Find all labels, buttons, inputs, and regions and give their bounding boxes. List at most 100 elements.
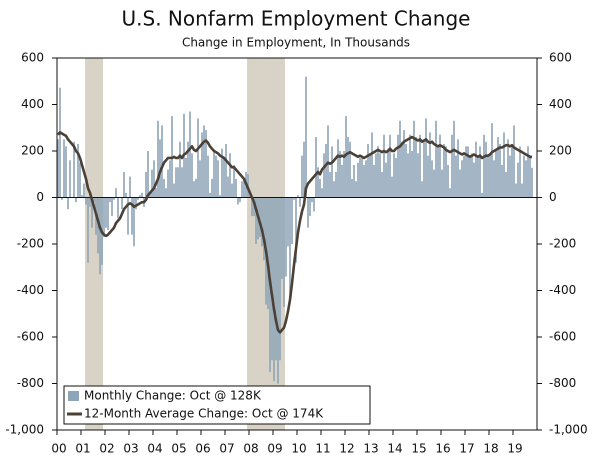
bar bbox=[65, 146, 67, 198]
bar bbox=[145, 171, 147, 198]
bar bbox=[111, 197, 113, 217]
bar bbox=[261, 197, 263, 247]
bar bbox=[277, 197, 279, 384]
bar bbox=[85, 197, 87, 205]
bar bbox=[405, 144, 407, 198]
bar bbox=[357, 162, 359, 198]
y2-tick-label: 200 bbox=[549, 144, 572, 158]
bar bbox=[433, 169, 435, 198]
bar bbox=[227, 176, 229, 198]
bar bbox=[383, 134, 385, 198]
bar bbox=[309, 197, 311, 217]
bar bbox=[77, 144, 79, 198]
bar bbox=[339, 151, 341, 198]
bar bbox=[297, 195, 299, 198]
bar bbox=[57, 139, 59, 198]
bar bbox=[91, 197, 93, 228]
bar bbox=[515, 183, 517, 198]
y-tick-label: -800 bbox=[17, 376, 44, 390]
bar bbox=[363, 164, 365, 198]
bar bbox=[187, 141, 189, 198]
bar bbox=[359, 157, 361, 198]
bar bbox=[453, 120, 455, 198]
bar bbox=[129, 176, 131, 198]
bar bbox=[207, 155, 209, 198]
bar bbox=[81, 195, 83, 198]
bar bbox=[167, 169, 169, 198]
y2-tick-label: -400 bbox=[549, 283, 576, 297]
bar bbox=[115, 188, 117, 198]
bar bbox=[59, 87, 61, 198]
bar bbox=[419, 134, 421, 198]
bar bbox=[491, 123, 493, 198]
bar bbox=[493, 160, 495, 198]
bar bbox=[75, 197, 77, 203]
bar bbox=[175, 167, 177, 198]
bar bbox=[457, 139, 459, 198]
bar bbox=[181, 167, 183, 198]
bar bbox=[259, 197, 261, 238]
bar bbox=[459, 169, 461, 198]
bar bbox=[313, 197, 315, 212]
x-tick-label: 08 bbox=[243, 442, 258, 456]
bar bbox=[421, 181, 423, 198]
bar bbox=[345, 116, 347, 198]
bar bbox=[201, 132, 203, 198]
bar bbox=[147, 151, 149, 198]
bar bbox=[125, 192, 127, 198]
bar bbox=[151, 169, 153, 198]
bar bbox=[519, 146, 521, 198]
bar bbox=[347, 137, 349, 198]
bar bbox=[443, 144, 445, 198]
bar bbox=[401, 141, 403, 198]
y-tick-label: -600 bbox=[17, 330, 44, 344]
bar bbox=[361, 157, 363, 198]
bar bbox=[73, 141, 75, 198]
chart-subtitle: Change in Employment, In Thousands bbox=[182, 36, 410, 50]
bar bbox=[439, 134, 441, 198]
bar bbox=[133, 197, 135, 247]
bar bbox=[273, 197, 275, 382]
bar bbox=[149, 192, 151, 198]
bar bbox=[341, 164, 343, 198]
legend-label: Monthly Change: Oct @ 128K bbox=[84, 389, 262, 403]
bar bbox=[137, 197, 139, 200]
bar bbox=[307, 197, 309, 228]
bar bbox=[301, 155, 303, 198]
bar bbox=[391, 176, 393, 198]
bar bbox=[191, 153, 193, 198]
bar bbox=[235, 178, 237, 198]
y-tick-label: -400 bbox=[17, 283, 44, 297]
bar bbox=[233, 164, 235, 198]
bar bbox=[395, 157, 397, 198]
x-tick-label: 14 bbox=[387, 442, 402, 456]
x-tick-label: 18 bbox=[483, 442, 498, 456]
bar bbox=[237, 197, 239, 205]
y2-tick-label: -800 bbox=[549, 376, 576, 390]
bar bbox=[281, 197, 283, 279]
bar bbox=[271, 197, 273, 361]
bar bbox=[473, 162, 475, 198]
bar bbox=[109, 197, 111, 203]
bar bbox=[463, 155, 465, 198]
bar bbox=[287, 197, 289, 247]
recession-band bbox=[85, 58, 104, 430]
bar bbox=[315, 137, 317, 198]
bar bbox=[527, 146, 529, 198]
bar bbox=[229, 153, 231, 198]
bar bbox=[389, 134, 391, 198]
x-tick-label: 02 bbox=[99, 442, 114, 456]
bar bbox=[373, 164, 375, 198]
legend-label: 12-Month Average Change: Oct @ 174K bbox=[84, 407, 324, 421]
bar bbox=[89, 197, 91, 207]
y-tick-label: 0 bbox=[36, 190, 44, 204]
bar bbox=[219, 195, 221, 198]
bar bbox=[487, 155, 489, 198]
bar bbox=[325, 144, 327, 198]
x-tick-label: 10 bbox=[291, 442, 306, 456]
bar bbox=[447, 164, 449, 198]
bar bbox=[469, 157, 471, 198]
bar bbox=[275, 197, 277, 361]
bar bbox=[243, 178, 245, 198]
bar bbox=[165, 188, 167, 198]
